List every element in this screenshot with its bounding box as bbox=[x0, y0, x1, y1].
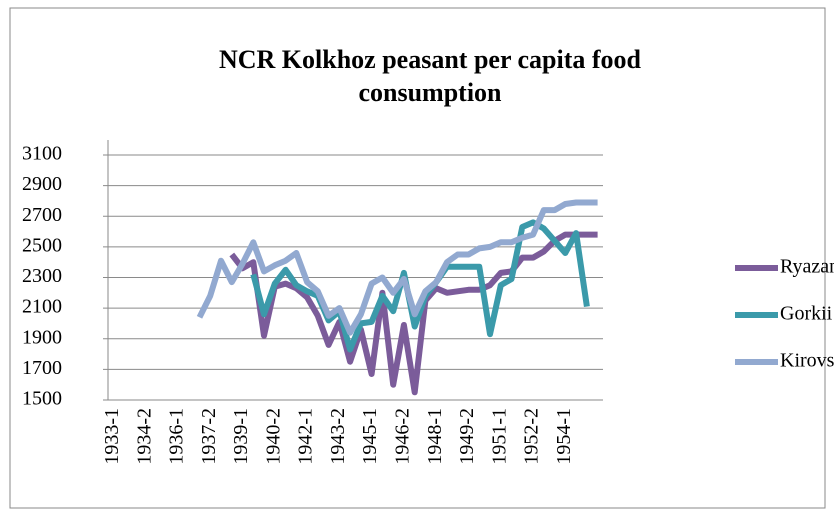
y-tick-label: 3100 bbox=[22, 143, 62, 165]
y-tick-label: 2900 bbox=[22, 173, 62, 195]
x-tick-label: 1948-1 bbox=[424, 408, 446, 465]
x-tick-label: 1943-2 bbox=[327, 408, 349, 465]
y-tick-label: 2100 bbox=[22, 296, 62, 318]
x-tick-label: 1946-2 bbox=[392, 408, 414, 465]
x-tick-label: 1951-1 bbox=[488, 408, 510, 465]
x-tick-label: 1945-1 bbox=[359, 408, 381, 465]
y-tick-label: 2700 bbox=[22, 204, 62, 226]
chart-title: NCR Kolkhoz peasant per capita food consu… bbox=[219, 45, 642, 107]
series-line bbox=[229, 231, 598, 396]
x-tick-label: 1934-2 bbox=[133, 408, 155, 465]
x-tick-label: 1942-1 bbox=[295, 408, 317, 465]
x-tick-label: 1937-2 bbox=[198, 408, 220, 465]
x-tick-label: 1933-1 bbox=[101, 408, 123, 465]
y-tick-label: 2300 bbox=[22, 265, 62, 287]
x-tick-label: 1954-1 bbox=[553, 408, 575, 465]
legend-label: Kirovsk bbox=[780, 350, 834, 372]
x-tick-label: 1940-2 bbox=[262, 408, 284, 465]
chart-border bbox=[9, 7, 826, 509]
series-line bbox=[250, 219, 590, 353]
legend-label: Ryazan Ob bbox=[780, 256, 834, 278]
x-tick-label: 1952-2 bbox=[521, 408, 543, 465]
x-tick-label: 1939-1 bbox=[230, 408, 252, 465]
series-line bbox=[196, 199, 598, 336]
y-tick-label: 1900 bbox=[22, 326, 62, 348]
y-tick-label: 1700 bbox=[22, 357, 62, 379]
y-tick-label: 2500 bbox=[22, 234, 62, 256]
y-tick-label: 1500 bbox=[22, 388, 62, 410]
legend-label: Gorkii Ob bbox=[780, 303, 834, 325]
x-tick-label: 1949-2 bbox=[456, 408, 478, 465]
x-tick-label: 1936-1 bbox=[166, 408, 188, 465]
